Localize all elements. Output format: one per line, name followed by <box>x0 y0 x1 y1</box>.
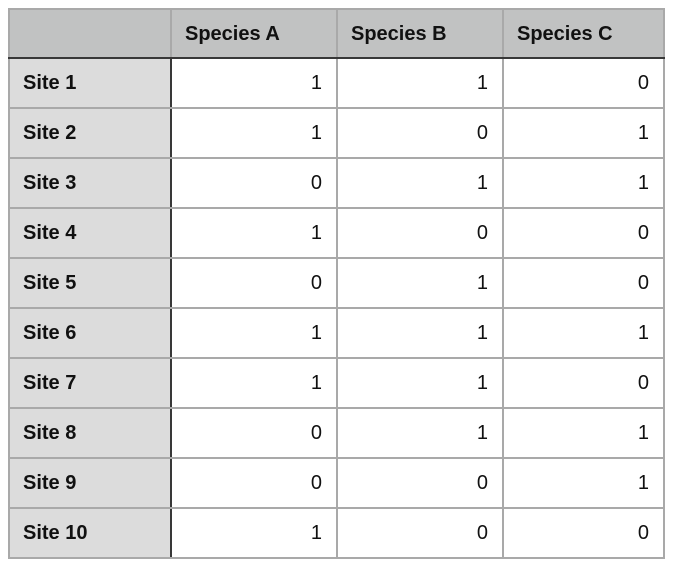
data-cell: 1 <box>336 307 504 359</box>
data-cell: 1 <box>502 407 665 459</box>
table-row: Site 8 0 1 1 <box>8 407 665 459</box>
data-cell: 1 <box>502 457 665 509</box>
data-cell: 0 <box>336 207 504 259</box>
data-cell: 1 <box>336 57 504 109</box>
data-cell: 1 <box>170 107 338 159</box>
corner-cell <box>8 8 172 59</box>
data-cell: 0 <box>502 257 665 309</box>
column-header-species-b: Species B <box>336 8 504 59</box>
data-cell: 1 <box>170 307 338 359</box>
row-label: Site 10 <box>8 507 172 559</box>
data-cell: 0 <box>170 157 338 209</box>
table-row: Site 2 1 0 1 <box>8 107 665 159</box>
data-cell: 0 <box>170 257 338 309</box>
data-cell: 0 <box>502 357 665 409</box>
data-cell: 1 <box>502 307 665 359</box>
data-cell: 0 <box>502 507 665 559</box>
column-header-species-c: Species C <box>502 8 665 59</box>
data-cell: 1 <box>336 357 504 409</box>
table-row: Site 7 1 1 0 <box>8 357 665 409</box>
data-cell: 0 <box>502 207 665 259</box>
table-row: Site 10 1 0 0 <box>8 507 665 559</box>
data-cell: 1 <box>170 57 338 109</box>
data-cell: 1 <box>502 157 665 209</box>
row-label: Site 8 <box>8 407 172 459</box>
table-row: Site 9 0 0 1 <box>8 457 665 509</box>
data-cell: 1 <box>502 107 665 159</box>
row-label: Site 2 <box>8 107 172 159</box>
data-cell: 1 <box>336 407 504 459</box>
row-label: Site 7 <box>8 357 172 409</box>
data-cell: 1 <box>170 357 338 409</box>
data-cell: 0 <box>170 407 338 459</box>
row-label: Site 1 <box>8 57 172 109</box>
row-label: Site 5 <box>8 257 172 309</box>
data-cell: 0 <box>502 57 665 109</box>
table-row: Site 5 0 1 0 <box>8 257 665 309</box>
data-cell: 0 <box>170 457 338 509</box>
table-row: Site 3 0 1 1 <box>8 157 665 209</box>
data-cell: 1 <box>336 157 504 209</box>
data-cell: 1 <box>170 507 338 559</box>
data-cell: 0 <box>336 507 504 559</box>
row-label: Site 9 <box>8 457 172 509</box>
row-label: Site 4 <box>8 207 172 259</box>
data-cell: 0 <box>336 457 504 509</box>
row-label: Site 3 <box>8 157 172 209</box>
header-row: Species A Species B Species C <box>8 8 665 59</box>
row-label: Site 6 <box>8 307 172 359</box>
table-row: Site 1 1 1 0 <box>8 57 665 109</box>
data-cell: 1 <box>170 207 338 259</box>
column-header-species-a: Species A <box>170 8 338 59</box>
table-row: Site 6 1 1 1 <box>8 307 665 359</box>
data-cell: 0 <box>336 107 504 159</box>
table-row: Site 4 1 0 0 <box>8 207 665 259</box>
data-cell: 1 <box>336 257 504 309</box>
species-presence-table: Species A Species B Species C Site 1 1 1… <box>8 8 665 559</box>
